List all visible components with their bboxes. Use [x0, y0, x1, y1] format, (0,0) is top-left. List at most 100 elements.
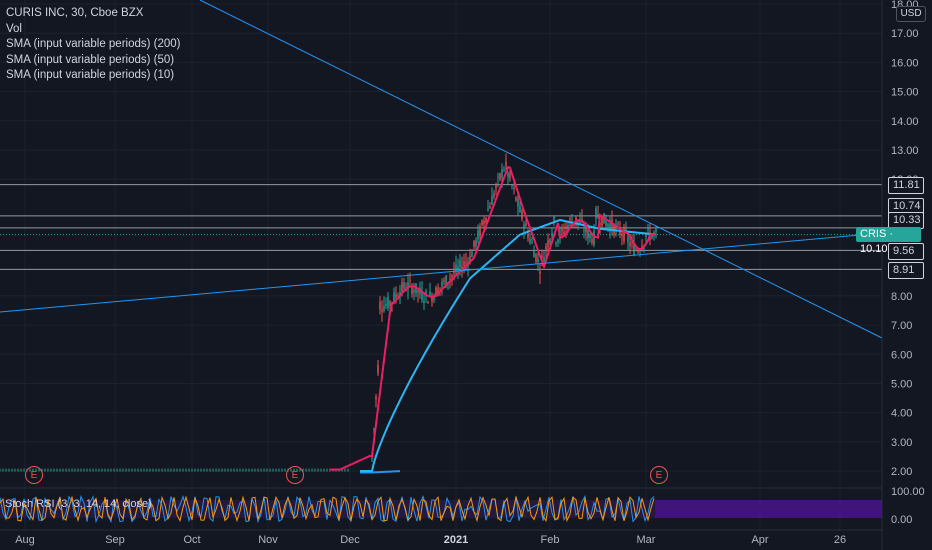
price-tick: 13.00: [891, 145, 919, 157]
candle-body: [421, 290, 423, 301]
candle-body: [483, 220, 485, 225]
candle-body: [511, 185, 513, 187]
candle-body: [477, 230, 479, 240]
candle-body: [503, 169, 505, 171]
rsi-tick: 0.00: [891, 514, 912, 526]
candle-body: [513, 187, 515, 190]
candle-body: [485, 217, 487, 223]
candle-body: [543, 257, 545, 262]
candle-body: [583, 229, 585, 232]
chart-legend[interactable]: CURIS INC, 30, Cboe BZX Vol SMA (input v…: [6, 6, 181, 84]
ascending-trendline: [0, 232, 883, 313]
price-tick: 16.00: [891, 57, 919, 69]
price-tick: 4.00: [891, 408, 912, 420]
sma-200-label[interactable]: SMA (input variable periods) (200): [6, 38, 181, 50]
stoch-rsi-label[interactable]: Stoch RSI (3, 3, 14, 14, close): [5, 498, 152, 510]
sma-50-line: [360, 218, 657, 472]
candle-body: [587, 229, 589, 239]
candle-body: [465, 261, 467, 263]
candle-body: [597, 214, 599, 218]
candle-body: [619, 229, 621, 235]
earnings-marker-3[interactable]: E: [650, 466, 668, 484]
price-tick: 15.00: [891, 87, 919, 99]
candle-body: [505, 161, 507, 166]
candle-body: [629, 242, 631, 247]
candle-body: [589, 233, 591, 239]
candle-body: [459, 260, 461, 268]
candle-body: [527, 233, 529, 239]
time-tick: Feb: [541, 534, 560, 546]
candle-body: [455, 264, 457, 273]
candle-body: [567, 225, 569, 231]
candle-body: [425, 291, 427, 295]
candle-body: [501, 169, 503, 178]
symbol-title[interactable]: CURIS INC, 30, Cboe BZX: [6, 7, 144, 19]
rsi-tick: 100.00: [891, 486, 925, 498]
candle-body: [417, 290, 419, 293]
candle-body: [547, 240, 549, 247]
candle-body: [393, 292, 395, 302]
earnings-marker-2[interactable]: E: [286, 466, 304, 484]
candle-body: [605, 220, 607, 226]
price-axis: 18.0017.0016.0015.0014.0013.0012.008.007…: [891, 0, 925, 526]
candle-body: [409, 280, 411, 282]
candle-body: [423, 300, 425, 303]
candle-body: [463, 261, 465, 266]
candle-body: [469, 255, 471, 263]
candle-body: [627, 236, 629, 243]
candle-body: [593, 230, 595, 245]
candle-body: [545, 246, 547, 250]
sma-50-label[interactable]: SMA (input variable periods) (50): [6, 53, 175, 66]
price-tick: 3.00: [891, 437, 912, 449]
candle-body: [371, 458, 373, 460]
candle-body: [639, 251, 641, 253]
candle-body: [633, 244, 635, 256]
candle-body: [389, 301, 391, 305]
candle-body: [401, 282, 403, 292]
price-tick: 17.00: [891, 28, 919, 40]
candle-body: [521, 211, 523, 220]
candle-body: [491, 195, 493, 205]
candle-body: [493, 193, 495, 198]
candle-body: [647, 227, 649, 230]
stoch-rsi-d-line: [0, 495, 655, 523]
sma-10-label[interactable]: SMA (input variable periods) (10): [6, 69, 175, 81]
price-tick: 6.00: [891, 349, 912, 361]
candle-body: [475, 239, 477, 247]
candle-body: [539, 271, 541, 274]
candle-body: [515, 197, 517, 201]
candle-body: [437, 287, 439, 296]
candle-body: [433, 295, 435, 301]
candle-body: [445, 275, 447, 288]
candle-body: [557, 239, 559, 243]
price-tick: 5.00: [891, 378, 912, 390]
candle-body: [541, 255, 543, 257]
candle-body: [645, 234, 647, 238]
level-label-4: 9.56: [888, 243, 924, 260]
time-axis: Aug Sep Oct Nov Dec 2021 Feb Mar Apr 26: [15, 534, 846, 546]
candle-body: [617, 223, 619, 225]
currency-badge[interactable]: USD: [896, 6, 926, 22]
candle-body: [517, 198, 519, 207]
volume-label[interactable]: Vol: [6, 22, 22, 35]
time-tick: Sep: [105, 534, 125, 546]
candle-body: [555, 242, 557, 244]
candle-body: [413, 289, 415, 293]
candle-body: [441, 281, 443, 286]
time-tick: Nov: [258, 534, 278, 546]
candle-body: [529, 238, 531, 243]
candle-body: [585, 225, 587, 233]
candle-body: [551, 232, 553, 236]
candle-body: [609, 223, 611, 232]
candle-body: [533, 250, 535, 258]
time-tick: Dec: [340, 534, 360, 546]
candle-body: [427, 301, 429, 304]
candle-body: [403, 282, 405, 289]
candle-body: [405, 289, 407, 291]
earnings-marker-1[interactable]: E: [25, 466, 43, 484]
candle-body: [379, 301, 381, 310]
candle-body: [489, 205, 491, 209]
level-label-5: 8.91: [888, 262, 924, 279]
candle-body: [621, 233, 623, 236]
